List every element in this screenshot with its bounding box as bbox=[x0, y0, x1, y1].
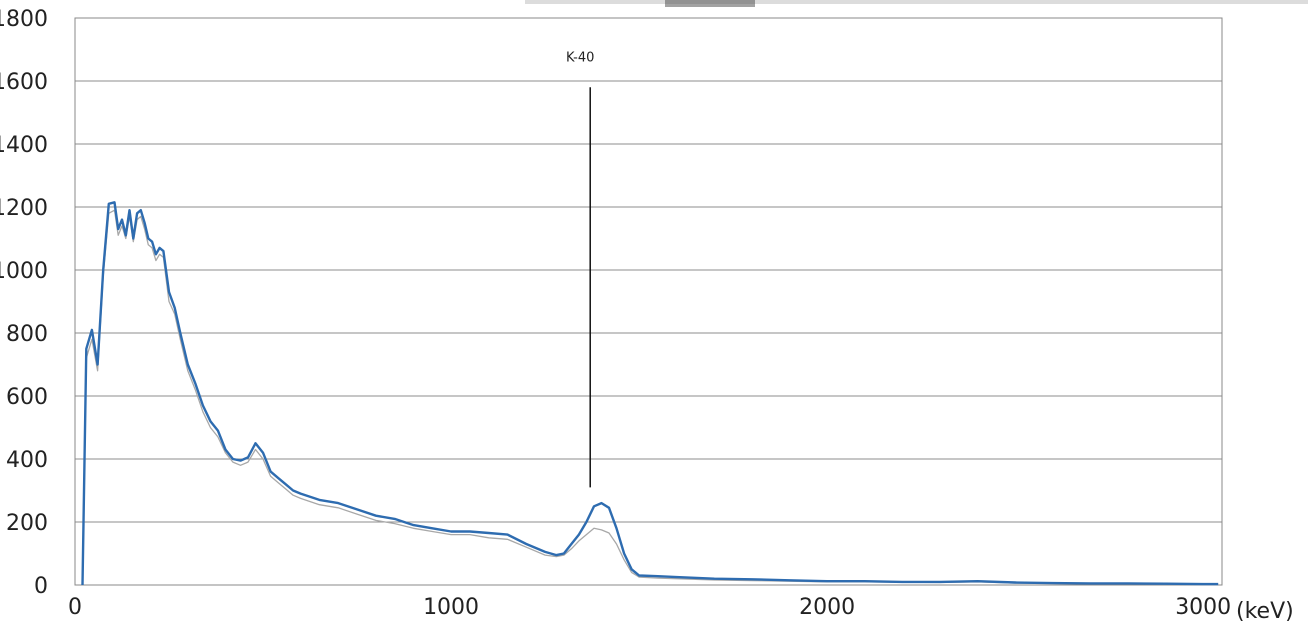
annotation-layer: K-40 bbox=[566, 50, 594, 488]
gridlines bbox=[75, 17, 1222, 586]
x-axis-unit-label: (keV) bbox=[1236, 599, 1294, 622]
series-layer bbox=[81, 201, 1219, 586]
y-tick-label: 600 bbox=[6, 385, 48, 410]
y-tick-label: 800 bbox=[6, 322, 48, 347]
y-tick-label: 400 bbox=[6, 448, 48, 473]
plot-frame bbox=[74, 17, 1223, 586]
y-tick-label: 1600 bbox=[0, 70, 48, 95]
y-tick-label: 1400 bbox=[0, 133, 48, 158]
scan-smudge bbox=[525, 0, 1308, 7]
series-line-blue bbox=[81, 201, 1219, 586]
y-tick-label: 200 bbox=[6, 511, 48, 536]
x-axis-ticks: 0 1000 2000 3000 bbox=[68, 595, 1231, 620]
x-tick-label: 2000 bbox=[799, 595, 855, 620]
x-tick-label: 0 bbox=[68, 595, 82, 620]
y-tick-label: 1200 bbox=[0, 196, 48, 221]
series-line-grey bbox=[81, 209, 1219, 586]
x-tick-label: 1000 bbox=[423, 595, 479, 620]
k40-annotation-label: K-40 bbox=[566, 50, 594, 65]
y-tick-label: 1800 bbox=[0, 7, 48, 32]
y-axis-ticks: 0 200 400 600 800 1000 1200 1400 1600 1800 bbox=[0, 7, 48, 599]
x-tick-label: 3000 bbox=[1175, 595, 1231, 620]
y-tick-label: 1000 bbox=[0, 259, 48, 284]
y-tick-label: 0 bbox=[34, 574, 48, 599]
